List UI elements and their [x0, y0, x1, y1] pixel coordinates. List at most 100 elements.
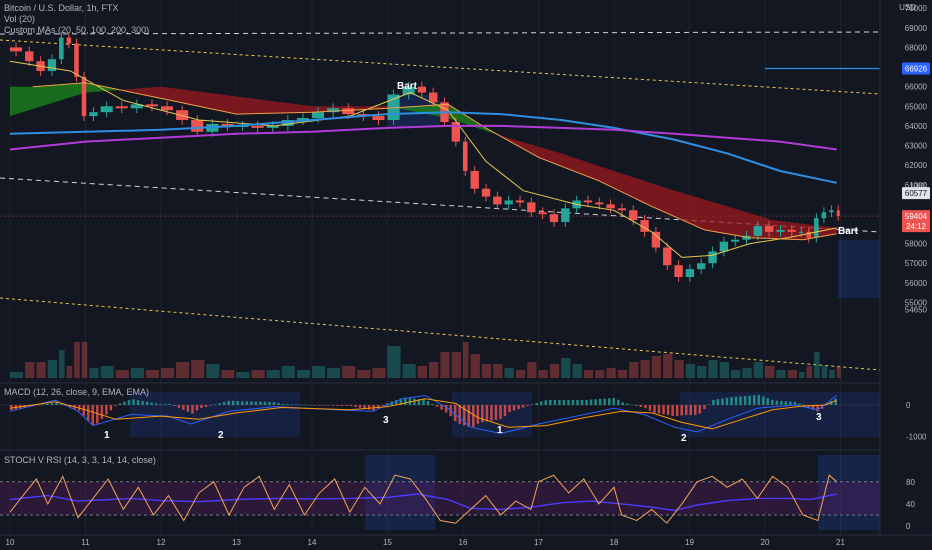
volume-bar: [81, 342, 88, 378]
volume-bar: [206, 364, 220, 378]
candle-body: [583, 200, 593, 203]
macd-histogram-bar: [752, 395, 756, 405]
volume-bar: [685, 364, 696, 378]
candle-body: [266, 125, 279, 128]
volume-bar: [59, 350, 65, 378]
price-tick-label: 61000: [905, 181, 928, 190]
macd-histogram-bar: [340, 405, 344, 406]
macd-histogram-bar: [132, 399, 135, 405]
macd-histogram-bar: [666, 405, 670, 416]
macd-histogram-bar: [721, 398, 724, 405]
volume-bar: [36, 362, 46, 378]
macd-histogram-bar: [694, 405, 697, 416]
macd-histogram-bar: [576, 399, 579, 405]
trend-line-upper: [0, 39, 881, 95]
candle-body: [814, 218, 819, 238]
price-label-blue-bg: [902, 62, 930, 75]
candle-body: [429, 92, 438, 103]
macd-histogram-bar: [662, 405, 665, 415]
highlight-box: [818, 455, 880, 530]
symbol-title: Bitcoin / U.S. Dollar, 1h, FTX: [4, 3, 119, 13]
candle-body: [617, 208, 627, 211]
volume-bar: [281, 366, 295, 378]
stoch-legend-text: STOCH V RSI (14, 3, 3, 14, 14, close): [4, 455, 156, 465]
volume-bar: [527, 362, 537, 378]
macd-histogram-bar: [494, 405, 498, 420]
candle-body: [417, 86, 427, 93]
candle-body: [89, 112, 98, 117]
macd-histogram-bar: [784, 401, 788, 405]
candle-body: [527, 202, 536, 213]
ma-legend: Custom MAs (20, 50, 100, 200, 300): [4, 25, 150, 35]
macd-histogram-bar: [231, 400, 235, 405]
macd-histogram-bar: [91, 405, 95, 426]
macd-histogram-bar: [290, 404, 294, 405]
macd-histogram-bar: [811, 405, 815, 410]
macd-histogram-bar: [639, 405, 643, 408]
macd-histogram-bar: [295, 404, 298, 406]
macd-histogram-bar: [544, 400, 548, 405]
macd-histogram-bar: [186, 405, 190, 412]
price-label-red-bg: [902, 210, 930, 233]
candle-body: [402, 86, 415, 95]
candle-body: [281, 120, 294, 126]
countdown-label: 24:12: [906, 222, 927, 231]
macd-histogram-bar: [286, 404, 289, 405]
candle-body: [470, 171, 479, 189]
macd-histogram-bar: [308, 404, 312, 406]
volume-bar: [25, 362, 35, 378]
macd-histogram-bar: [28, 405, 31, 408]
macd-histogram-bar: [490, 405, 493, 421]
macd-histogram-bar: [281, 404, 285, 405]
candle-body: [719, 241, 729, 252]
macd-histogram-bar: [725, 397, 729, 405]
macd-histogram-bar: [571, 399, 575, 405]
macd-histogram-bar: [630, 404, 634, 406]
volume-bar: [674, 360, 684, 378]
candle-body: [742, 235, 751, 240]
macd-histogram-bar: [177, 405, 181, 408]
macd-histogram-bar: [218, 403, 221, 405]
macd-histogram-bar: [567, 399, 570, 405]
stoch-legend: STOCH V RSI (14, 3, 3, 14, 14, close): [4, 455, 156, 466]
macd-histogram-bar: [55, 402, 58, 405]
macd-histogram-bar: [707, 404, 711, 405]
macd-histogram-bar: [46, 403, 49, 405]
macd-histogram-bar: [467, 405, 471, 427]
time-tick-label: 17: [534, 538, 543, 547]
macd-histogram-bar: [417, 399, 421, 405]
volume-bar: [787, 370, 797, 378]
volume-bar: [481, 364, 492, 378]
volume-bar: [66, 366, 73, 378]
macd-histogram-bar: [689, 405, 692, 416]
macd-histogram-bar: [118, 403, 122, 405]
macd-histogram-bar: [512, 405, 516, 411]
volume-bar: [440, 352, 450, 378]
price-tick-label: 62000: [905, 161, 928, 170]
volume-bar: [836, 366, 841, 378]
macd-histogram-bar: [644, 405, 647, 409]
macd-histogram-bar: [385, 403, 389, 405]
time-tick-label: 13: [232, 538, 241, 547]
volume-bar: [470, 354, 480, 378]
macd-histogram-bar: [59, 404, 63, 405]
macd-histogram-bar: [272, 402, 276, 405]
macd-histogram-bar: [775, 400, 779, 405]
macd-histogram-bar: [136, 400, 140, 405]
volume-bar: [829, 370, 835, 378]
macd-line: [9, 394, 838, 435]
macd-histogram-bar: [798, 403, 801, 405]
candle-body: [549, 214, 559, 223]
macd-histogram-bar: [395, 399, 398, 405]
ma-cloud-bearish: [123, 86, 396, 115]
macd-histogram-bar: [734, 396, 738, 405]
time-tick-label: 11: [81, 538, 90, 547]
volume-bar: [463, 342, 469, 378]
candle-body: [342, 108, 355, 115]
macd-histogram-bar: [96, 405, 99, 424]
macd-histogram-bar: [485, 405, 489, 422]
macd-histogram-bar: [549, 399, 552, 405]
volume-bar: [342, 366, 356, 378]
